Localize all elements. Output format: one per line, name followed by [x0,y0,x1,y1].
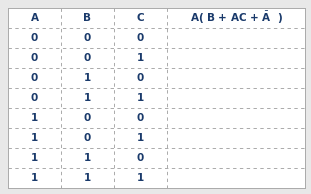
Text: 0: 0 [31,93,38,103]
Text: 0: 0 [84,133,91,143]
Text: A: A [30,13,39,23]
Text: 0: 0 [137,73,144,83]
Text: 1: 1 [31,133,38,143]
Text: 0: 0 [137,33,144,43]
Text: 1: 1 [84,73,91,83]
Text: B: B [83,13,91,23]
Text: 1: 1 [137,173,144,183]
Text: 1: 1 [137,93,144,103]
Text: A( B + AC + $\bar{\mathbf{A}}$  ): A( B + AC + $\bar{\mathbf{A}}$ ) [189,10,282,26]
Text: 1: 1 [84,93,91,103]
Text: 0: 0 [137,113,144,123]
Text: 1: 1 [137,133,144,143]
Text: 0: 0 [31,73,38,83]
Text: 0: 0 [84,53,91,63]
Text: 1: 1 [137,53,144,63]
Text: 0: 0 [31,33,38,43]
Text: 1: 1 [31,153,38,163]
Text: 0: 0 [84,113,91,123]
Text: 1: 1 [31,173,38,183]
Text: 1: 1 [84,153,91,163]
Text: 0: 0 [31,53,38,63]
Text: 0: 0 [84,33,91,43]
Text: 1: 1 [84,173,91,183]
Text: 1: 1 [31,113,38,123]
Text: 0: 0 [137,153,144,163]
Text: C: C [137,13,144,23]
